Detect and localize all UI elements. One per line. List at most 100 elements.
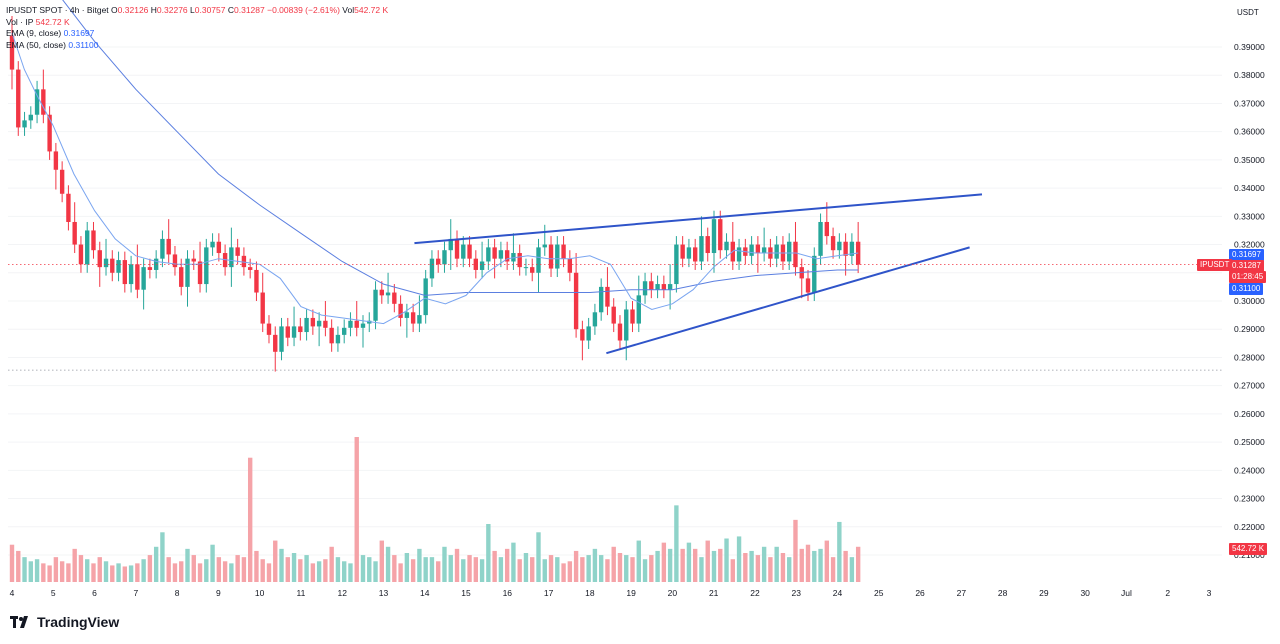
time-tick-label: 21 <box>709 588 719 598</box>
time-tick-label: 10 <box>255 588 265 598</box>
tradingview-brand[interactable]: TradingView <box>10 614 119 630</box>
upper-trendline[interactable] <box>414 193 983 245</box>
volume-bar <box>204 559 209 582</box>
volume-bar <box>103 561 109 582</box>
candle-body <box>103 258 109 268</box>
candle-body <box>316 320 322 327</box>
volume-bar <box>724 538 729 582</box>
ema9-indicator-row[interactable]: EMA (9, close) 0.31697 <box>6 28 388 40</box>
volume-bar <box>304 555 309 582</box>
time-tick-label: 26 <box>915 588 925 598</box>
volume-bar <box>379 540 384 582</box>
time-tick-label: 29 <box>1039 588 1049 598</box>
volume-bar <box>837 521 842 582</box>
price-tick-label: 0.21000 <box>1234 550 1265 560</box>
candle-body <box>41 89 46 115</box>
volume-bar <box>718 548 723 582</box>
candle-body <box>141 267 146 290</box>
candle-body <box>598 286 604 313</box>
volume-bar <box>580 557 585 582</box>
time-tick-label: 25 <box>874 588 884 598</box>
candle-body <box>66 193 71 222</box>
candle-body <box>548 244 554 269</box>
time-tick-label: 20 <box>668 588 678 598</box>
candle-body <box>567 258 573 273</box>
candle-body <box>85 230 90 265</box>
candle-body <box>28 114 33 121</box>
volume-bar <box>567 561 573 582</box>
candle-body <box>542 244 547 248</box>
candle-body <box>787 241 792 262</box>
ema50-value: 0.31100 <box>68 39 99 50</box>
candle-body <box>329 327 334 344</box>
time-tick-label: 12 <box>337 588 347 598</box>
candle-body <box>523 267 529 269</box>
volume-bar <box>254 550 259 582</box>
time-tick-label: 13 <box>379 588 389 598</box>
candle-body <box>805 278 811 293</box>
time-axis[interactable]: 4 5 6 7 8 9 10 11 12 13 14 15 16 17 18 19 20 21 22 23 24 25 26… <box>10 588 1212 598</box>
price-tick-label: 0.27000 <box>1234 381 1265 391</box>
price-tick-label: 0.25000 <box>1234 437 1265 447</box>
candle-body <box>536 247 541 273</box>
candle-body <box>486 247 491 262</box>
trendlines[interactable] <box>414 193 983 355</box>
candle-body <box>736 247 742 262</box>
volume-bar <box>116 563 121 582</box>
volume-bar <box>72 548 77 582</box>
candle-body <box>504 250 510 262</box>
candle-body <box>442 250 447 265</box>
price-tick-label: 0.29000 <box>1234 324 1265 334</box>
candle-body <box>128 264 134 285</box>
candle-body <box>53 151 59 170</box>
volume-bar <box>448 555 453 582</box>
candle-body <box>241 255 247 268</box>
vol-ip-label: Vol · IP <box>6 16 34 27</box>
candle-body <box>605 286 610 307</box>
symbol-label[interactable]: IPUSDT SPOT · 4h · Bitget <box>6 5 109 15</box>
candle-body <box>204 247 209 285</box>
volume-bar <box>548 555 554 582</box>
volume-bar <box>298 559 303 582</box>
ema9-price-badge: 0.31697 <box>1229 249 1264 261</box>
volume-bar <box>661 542 667 582</box>
price-axis[interactable]: 0.39000 0.38000 0.37000 0.36000 0.35000 0.340… <box>1234 42 1265 560</box>
volume-bar <box>222 561 228 582</box>
volume-bar <box>617 553 623 582</box>
volume-bar <box>586 555 591 582</box>
volume-bar <box>730 559 735 582</box>
volume-bar <box>749 550 754 582</box>
currency-label[interactable]: USDT <box>1237 8 1259 17</box>
candle-body <box>310 317 316 327</box>
volume-bar <box>642 559 648 582</box>
lower-trendline[interactable] <box>606 246 970 355</box>
volume-bar <box>197 563 203 582</box>
candle-body <box>655 284 660 290</box>
ema50-indicator-row[interactable]: EMA (50, close) 0.31100 <box>6 40 388 52</box>
volume-bar <box>179 561 184 582</box>
chart-legend: IPUSDT SPOT · 4h · Bitget O0.32126 H0.32… <box>6 5 388 51</box>
candle-body <box>266 323 272 335</box>
volume-indicator-row[interactable]: Vol · IP 542.72 K <box>6 17 388 29</box>
candle-body <box>586 326 591 341</box>
candle-body <box>59 169 65 194</box>
candle-body <box>360 323 366 328</box>
volume-bar <box>191 555 196 582</box>
volume-bar <box>185 548 190 582</box>
volume-bar <box>53 557 59 582</box>
volume-bar <box>711 550 717 582</box>
candle-body <box>398 303 403 318</box>
volume-bar <box>216 557 222 582</box>
volume-bar <box>273 540 278 582</box>
time-tick-label: 17 <box>544 588 554 598</box>
volume-bar <box>517 559 522 582</box>
volume-bar <box>128 565 134 582</box>
price-tick-label: 0.37000 <box>1234 98 1265 108</box>
volume-bar <box>329 546 334 582</box>
volume-bar <box>624 555 629 582</box>
volume-bar <box>705 540 710 582</box>
low-value: 0.30757 <box>194 5 226 15</box>
time-tick-label: 15 <box>461 588 471 598</box>
candle-body <box>611 306 616 324</box>
